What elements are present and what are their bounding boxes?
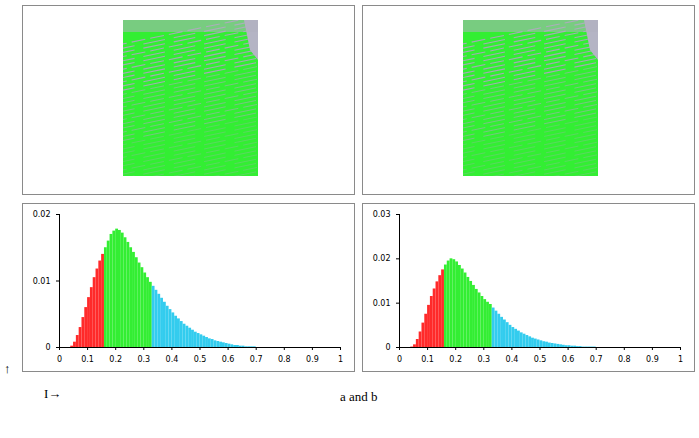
svg-text:0.1: 0.1: [421, 355, 434, 364]
svg-text:0.03: 0.03: [373, 210, 391, 219]
svg-text:0.2: 0.2: [109, 355, 122, 364]
html-text:I→: I→: [44, 386, 62, 401]
svg-text:0.4: 0.4: [506, 355, 519, 364]
svg-text:0.9: 0.9: [646, 355, 659, 364]
svg-text:0.7: 0.7: [250, 355, 263, 364]
svg-text:0.5: 0.5: [534, 355, 547, 364]
svg-text:0.7: 0.7: [590, 355, 603, 364]
svg-text:1: 1: [338, 355, 343, 364]
svg-text:0.1: 0.1: [81, 355, 94, 364]
svg-text:0.2: 0.2: [449, 355, 462, 364]
svg-text:0.5: 0.5: [194, 355, 207, 364]
svg-text:0.8: 0.8: [278, 355, 291, 364]
svg-text:0.8: 0.8: [618, 355, 631, 364]
svg-text:0.9: 0.9: [306, 355, 319, 364]
svg-text:0.6: 0.6: [222, 355, 235, 364]
svg-text:0.02: 0.02: [33, 210, 51, 219]
html-text:a and b: a and b: [340, 389, 378, 404]
svg-text:0.01: 0.01: [33, 277, 51, 286]
svg-text:0.02: 0.02: [373, 254, 391, 263]
svg-text:0.3: 0.3: [137, 355, 150, 364]
svg-text:0: 0: [397, 355, 402, 364]
svg-text:1: 1: [678, 355, 683, 364]
svg-text:0.3: 0.3: [477, 355, 490, 364]
svg-text:0.01: 0.01: [373, 299, 391, 308]
svg-text:0: 0: [385, 343, 390, 352]
svg-text:0.4: 0.4: [166, 355, 179, 364]
svg-text:0: 0: [57, 355, 62, 364]
svg-text:0: 0: [45, 343, 50, 352]
svg-text:0.6: 0.6: [562, 355, 575, 364]
